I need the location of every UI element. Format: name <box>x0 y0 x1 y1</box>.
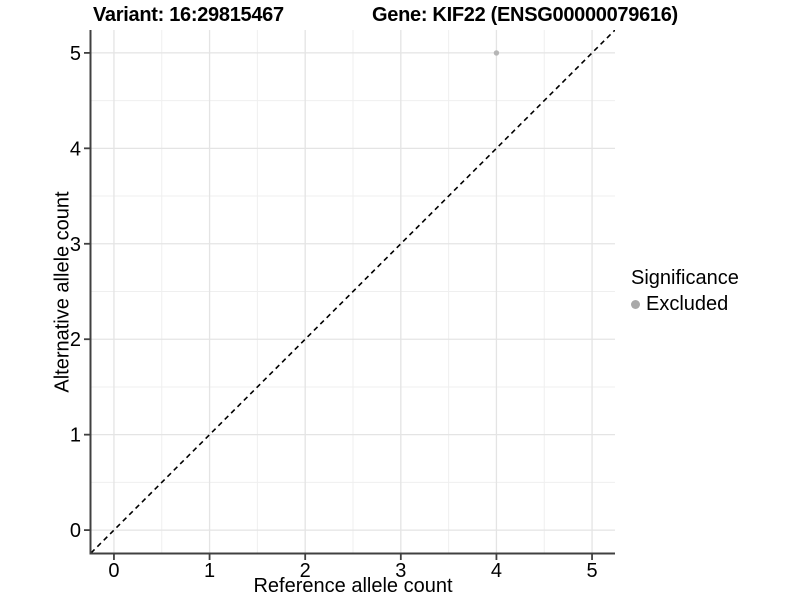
legend-title: Significance <box>631 267 739 289</box>
x-tick-label: 2 <box>300 560 311 582</box>
data-point <box>493 50 500 56</box>
identity-line <box>91 30 615 553</box>
chart-title-gene: Gene: KIF22 (ENSG00000079616) <box>372 4 678 26</box>
x-tick-label: 5 <box>586 560 597 582</box>
chart-title-variant: Variant: 16:29815467 <box>93 4 284 26</box>
y-tick-label: 1 <box>70 425 81 447</box>
legend: Significance Excluded <box>631 267 739 315</box>
y-tick-label: 4 <box>70 138 81 160</box>
x-axis-label: Reference allele count <box>253 575 453 597</box>
legend-item-excluded: Excluded <box>631 293 739 315</box>
x-tick-label: 3 <box>395 560 406 582</box>
x-tick-label: 1 <box>204 560 215 582</box>
x-tick-label: 0 <box>108 560 119 582</box>
y-tick-label: 0 <box>70 520 81 542</box>
y-axis-label: Alternative allele count <box>51 191 74 393</box>
y-tick-label: 2 <box>70 329 81 351</box>
x-tick-label: 4 <box>491 560 502 582</box>
legend-item-label: Excluded <box>646 293 729 315</box>
y-tick-label: 5 <box>70 43 81 65</box>
legend-key-dot <box>631 299 640 309</box>
y-tick-label: 3 <box>70 234 81 256</box>
